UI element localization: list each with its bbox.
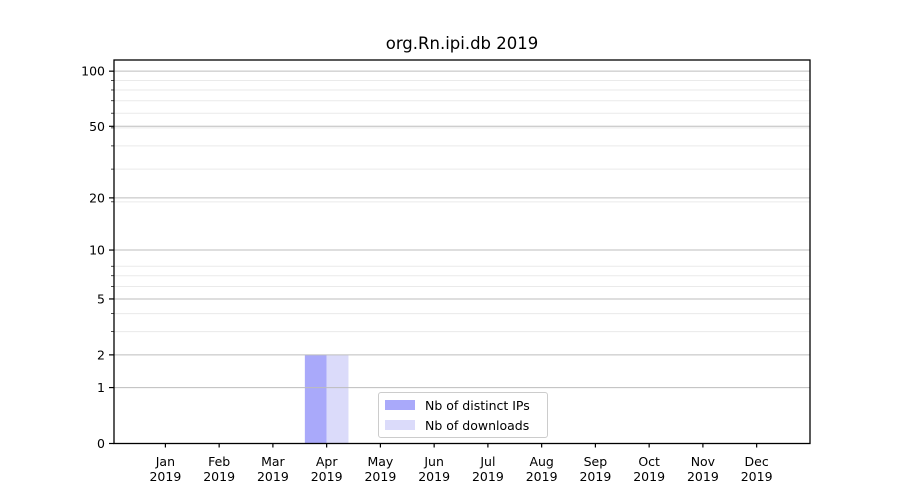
x-tick-label-month: Mar (261, 454, 285, 469)
y-tick-label: 2 (97, 347, 105, 362)
y-tick-label: 10 (89, 243, 105, 258)
x-tick-label-month: Dec (745, 454, 769, 469)
x-tick-label-year: 2019 (472, 469, 504, 484)
legend-label-distinct-ips: Nb of distinct IPs (425, 397, 530, 413)
legend: Nb of distinct IPs Nb of downloads (378, 392, 548, 438)
x-tick-label-year: 2019 (149, 469, 181, 484)
legend-swatch-downloads (385, 420, 415, 430)
x-tick-label-month: Nov (691, 454, 716, 469)
chart-title: org.Rn.ipi.db 2019 (385, 34, 539, 53)
y-tick-label: 0 (97, 436, 105, 451)
x-tick-label-year: 2019 (687, 469, 719, 484)
legend-item-downloads: Nb of downloads (385, 417, 547, 433)
x-tick-label-month: Jul (479, 454, 495, 469)
x-tick-label-year: 2019 (741, 469, 773, 484)
x-tick-label-year: 2019 (579, 469, 611, 484)
y-tick-label: 5 (97, 291, 105, 306)
bar-nb-of-distinct-ips-apr (304, 354, 327, 444)
bar-nb-of-downloads-apr (326, 354, 349, 444)
y-tick-label: 100 (81, 64, 105, 79)
x-tick-label-year: 2019 (633, 469, 665, 484)
axes-spines (113, 59, 811, 445)
x-tick-label-year: 2019 (257, 469, 289, 484)
x-tick-label-month: Aug (529, 454, 553, 469)
y-tick-label: 20 (89, 190, 105, 205)
legend-item-distinct-ips: Nb of distinct IPs (385, 397, 547, 413)
x-tick-label-year: 2019 (364, 469, 396, 484)
x-tick-label-month: Apr (316, 454, 338, 469)
x-tick-label-year: 2019 (526, 469, 558, 484)
y-tick-label: 1 (97, 380, 105, 395)
x-tick-label-year: 2019 (203, 469, 235, 484)
x-tick-label-month: May (367, 454, 393, 469)
x-tick-label-year: 2019 (418, 469, 450, 484)
legend-swatch-distinct-ips (385, 400, 415, 410)
x-tick-label-month: Feb (208, 454, 230, 469)
x-tick-label-month: Oct (638, 454, 660, 469)
x-tick-label-year: 2019 (311, 469, 343, 484)
x-tick-label-month: Jan (155, 454, 175, 469)
x-tick-label-month: Sep (584, 454, 608, 469)
x-tick-label-month: Jun (423, 454, 444, 469)
legend-label-downloads: Nb of downloads (425, 417, 530, 433)
y-tick-label: 50 (89, 119, 105, 134)
